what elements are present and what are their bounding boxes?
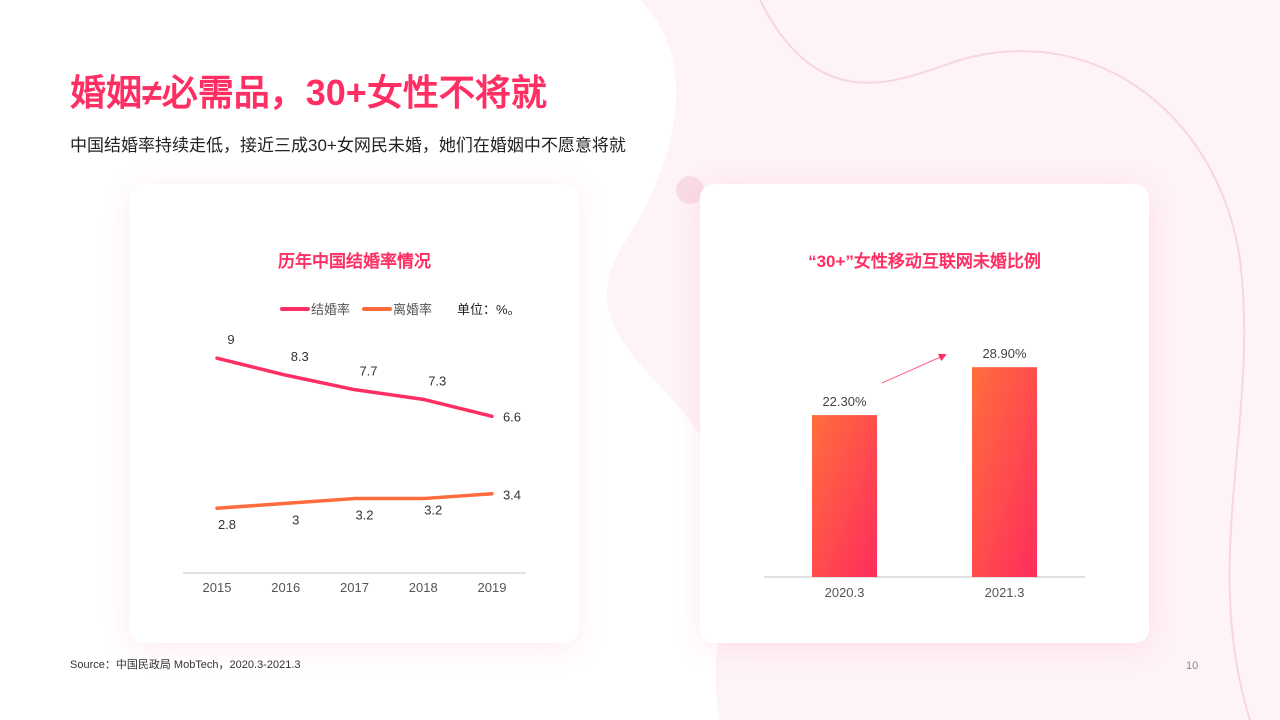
bar-chart-card: “30+”女性移动互联网未婚比例 xyxy=(700,184,1149,643)
x-tick-label: 2016 xyxy=(271,580,300,595)
x-tick-label: 2019 xyxy=(478,580,507,595)
data-label: 3.2 xyxy=(355,508,373,523)
data-label: 3.2 xyxy=(424,503,442,518)
bar-chart-title: “30+”女性移动互联网未婚比例 xyxy=(808,252,1041,271)
growth-arrow xyxy=(881,353,947,384)
page-subtitle: 中国结婚率持续走低，接近三成30+女网民未婚，她们在婚姻中不愿意将就 xyxy=(70,136,626,155)
line-chart-title: 历年中国结婚率情况 xyxy=(278,252,431,271)
bar-category-label: 2021.3 xyxy=(985,585,1025,600)
unit-note: 单位：%。 xyxy=(457,302,521,317)
bar-2021.3 xyxy=(972,367,1037,577)
x-tick-label: 2015 xyxy=(203,580,232,595)
data-label: 2.8 xyxy=(218,517,236,532)
source-note: Source：中国民政局 MobTech，2020.3-2021.3 xyxy=(70,659,301,671)
x-tick-label: 2017 xyxy=(340,580,369,595)
legend-marriage-label: 结婚率 xyxy=(311,302,350,317)
page-title: 婚姻≠必需品，30+女性不将就 xyxy=(70,72,547,113)
bar-category-label: 2020.3 xyxy=(825,585,865,600)
data-label: 9 xyxy=(227,332,234,347)
series-line-divorce xyxy=(215,491,494,510)
data-label: 3.4 xyxy=(503,488,521,503)
data-label: 7.3 xyxy=(428,373,446,388)
data-label: 7.7 xyxy=(359,364,377,379)
series-line-marriage xyxy=(215,356,494,419)
data-label: 6.6 xyxy=(503,409,521,424)
bar-value-label: 28.90% xyxy=(982,346,1027,361)
bar-value-label: 22.30% xyxy=(822,394,867,409)
bar-2020.3 xyxy=(812,415,877,577)
x-tick-label: 2018 xyxy=(409,580,438,595)
legend-divorce-label: 离婚率 xyxy=(393,302,432,317)
page-number: 10 xyxy=(1186,660,1199,672)
data-label: 8.3 xyxy=(291,349,309,364)
data-label: 3 xyxy=(292,512,299,527)
line-chart-card: 历年中国结婚率情况 xyxy=(130,184,579,643)
